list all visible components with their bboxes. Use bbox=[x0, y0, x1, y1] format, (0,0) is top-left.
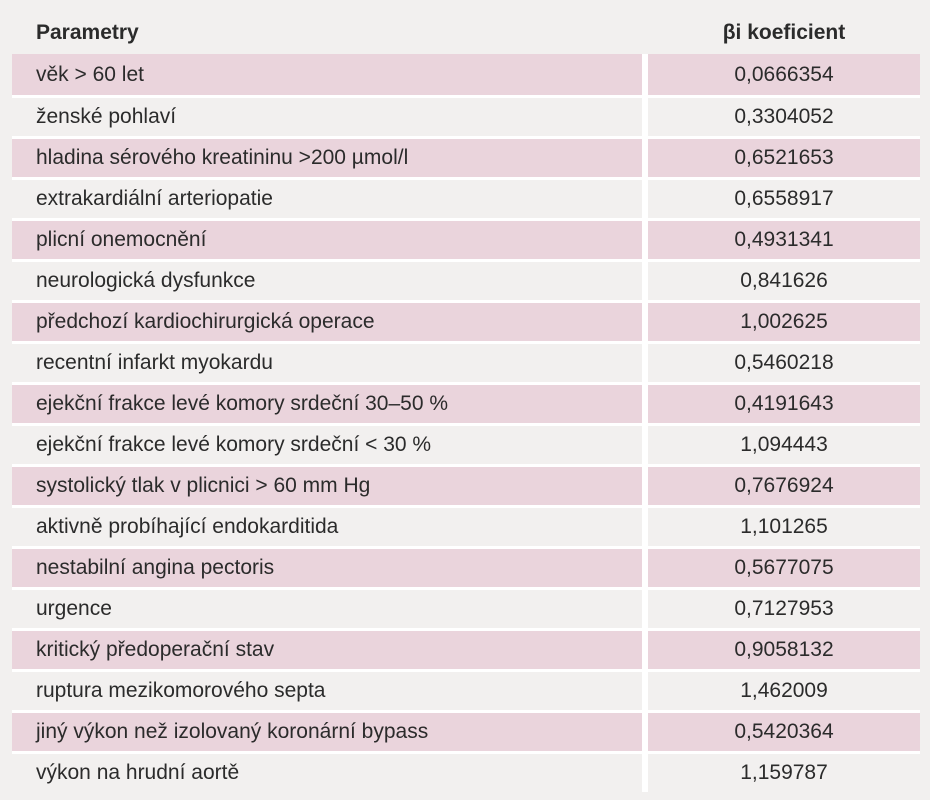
parameter-cell: recentní infarkt myokardu bbox=[12, 341, 642, 382]
column-separator bbox=[642, 628, 648, 669]
parameter-cell: extrakardiální arteriopatie bbox=[12, 177, 642, 218]
coefficient-cell: 0,4931341 bbox=[648, 218, 920, 259]
table-row: jiný výkon než izolovaný koronární bypas… bbox=[12, 710, 920, 751]
coefficient-cell: 1,462009 bbox=[648, 669, 920, 710]
parameter-cell: ženské pohlaví bbox=[12, 95, 642, 136]
column-separator bbox=[642, 54, 648, 95]
table-row: urgence 0,7127953 bbox=[12, 587, 920, 628]
column-separator bbox=[642, 341, 648, 382]
coefficient-cell: 1,094443 bbox=[648, 423, 920, 464]
coefficient-cell: 0,5460218 bbox=[648, 341, 920, 382]
column-separator bbox=[642, 136, 648, 177]
coefficient-cell: 0,7676924 bbox=[648, 464, 920, 505]
coefficient-cell: 1,159787 bbox=[648, 751, 920, 792]
column-separator bbox=[642, 464, 648, 505]
parameter-cell: plicní onemocnění bbox=[12, 218, 642, 259]
table-row: extrakardiální arteriopatie 0,6558917 bbox=[12, 177, 920, 218]
column-separator bbox=[642, 669, 648, 710]
coefficient-cell: 1,101265 bbox=[648, 505, 920, 546]
parameter-cell: hladina sérového kreatininu >200 µmol/l bbox=[12, 136, 642, 177]
table-body: věk > 60 let 0,0666354 ženské pohlaví 0,330… bbox=[12, 54, 920, 792]
column-separator bbox=[642, 218, 648, 259]
table-header-row: Parametry βi koeficient bbox=[12, 12, 920, 54]
parameter-cell: urgence bbox=[12, 587, 642, 628]
coefficient-cell: 0,841626 bbox=[648, 259, 920, 300]
table-row: hladina sérového kreatininu >200 µmol/l 0… bbox=[12, 136, 920, 177]
table-row: neurologická dysfunkce 0,841626 bbox=[12, 259, 920, 300]
parameter-cell: předchozí kardiochirurgická operace bbox=[12, 300, 642, 341]
parameter-cell: výkon na hrudní aortě bbox=[12, 751, 642, 792]
column-separator bbox=[642, 505, 648, 546]
column-separator bbox=[642, 751, 648, 792]
coefficient-cell: 0,4191643 bbox=[648, 382, 920, 423]
parameter-cell: ejekční frakce levé komory srdeční 30–50… bbox=[12, 382, 642, 423]
parameter-cell: kritický předoperační stav bbox=[12, 628, 642, 669]
parameter-cell: neurologická dysfunkce bbox=[12, 259, 642, 300]
parameter-cell: věk > 60 let bbox=[12, 54, 642, 95]
table-row: nestabilní angina pectoris 0,5677075 bbox=[12, 546, 920, 587]
table-row: ejekční frakce levé komory srdeční 30–50… bbox=[12, 382, 920, 423]
header-parameter: Parametry bbox=[36, 21, 139, 44]
table-row: ejekční frakce levé komory srdeční < 30 … bbox=[12, 423, 920, 464]
table-row: věk > 60 let 0,0666354 bbox=[12, 54, 920, 95]
header-coefficient: βi koeficient bbox=[722, 21, 846, 44]
parameter-cell: aktivně probíhající endokarditida bbox=[12, 505, 642, 546]
column-separator bbox=[642, 382, 648, 423]
parameter-cell: ruptura mezikomorového septa bbox=[12, 669, 642, 710]
parameter-cell: jiný výkon než izolovaný koronární bypas… bbox=[12, 710, 642, 751]
column-separator bbox=[642, 710, 648, 751]
table-row: kritický předoperační stav 0,9058132 bbox=[12, 628, 920, 669]
table-row: aktivně probíhající endokarditida 1,10126… bbox=[12, 505, 920, 546]
column-separator bbox=[642, 177, 648, 218]
column-separator bbox=[642, 587, 648, 628]
table-row: předchozí kardiochirurgická operace 1,002… bbox=[12, 300, 920, 341]
coefficient-cell: 1,002625 bbox=[648, 300, 920, 341]
table-row: recentní infarkt myokardu 0,5460218 bbox=[12, 341, 920, 382]
parameter-cell: ejekční frakce levé komory srdeční < 30 … bbox=[12, 423, 642, 464]
table-row: ruptura mezikomorového septa 1,462009 bbox=[12, 669, 920, 710]
coefficient-cell: 0,6558917 bbox=[648, 177, 920, 218]
parameter-cell: nestabilní angina pectoris bbox=[12, 546, 642, 587]
column-separator bbox=[642, 259, 648, 300]
column-separator bbox=[642, 546, 648, 587]
coefficient-table: Parametry βi koeficient věk > 60 let 0,06… bbox=[12, 12, 920, 792]
coefficient-cell: 0,9058132 bbox=[648, 628, 920, 669]
coefficient-cell: 0,0666354 bbox=[648, 54, 920, 95]
coefficient-cell: 0,3304052 bbox=[648, 95, 920, 136]
table-row: ženské pohlaví 0,3304052 bbox=[12, 95, 920, 136]
coefficient-cell: 0,5677075 bbox=[648, 546, 920, 587]
table-row: systolický tlak v plicnici > 60 mm Hg 0,7… bbox=[12, 464, 920, 505]
coefficient-cell: 0,5420364 bbox=[648, 710, 920, 751]
coefficient-cell: 0,7127953 bbox=[648, 587, 920, 628]
column-separator bbox=[642, 95, 648, 136]
column-separator bbox=[642, 300, 648, 341]
parameter-cell: systolický tlak v plicnici > 60 mm Hg bbox=[12, 464, 642, 505]
column-separator bbox=[642, 423, 648, 464]
coefficient-cell: 0,6521653 bbox=[648, 136, 920, 177]
table-row: výkon na hrudní aortě 1,159787 bbox=[12, 751, 920, 792]
table-row: plicní onemocnění 0,4931341 bbox=[12, 218, 920, 259]
